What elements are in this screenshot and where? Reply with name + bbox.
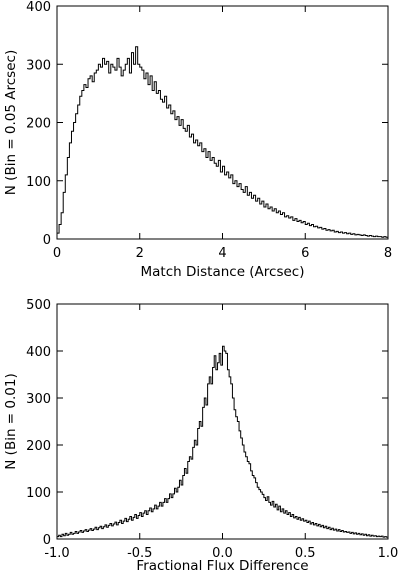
match-distance-panel: 0 2 4 6 8 0 100 200 300 400 Match Distance (Arcse… [3, 0, 392, 280]
y-tick-label: 100 [26, 175, 51, 190]
x-tick-label: 2 [136, 246, 144, 261]
flux-difference-panel: -1.0 -0.5 0.0 0.5 1.0 0 100 200 300 400 500 Fracti… [3, 298, 398, 574]
x-tick-label: -1.0 [44, 546, 69, 561]
x-axis-title: Match Distance (Arcsec) [140, 264, 304, 280]
y-tick-label: 200 [26, 439, 51, 454]
y-tick-label: 0 [43, 233, 51, 248]
x-tick-label: -0.5 [127, 546, 152, 561]
y-tick-label: 400 [26, 345, 51, 360]
plot-frame [56, 303, 389, 540]
y-tick-label: 500 [26, 298, 51, 313]
x-tick-label: 6 [301, 246, 309, 261]
x-tick-label: 4 [218, 246, 226, 261]
x-tick-label: 0.5 [295, 546, 316, 561]
axis-ticks: -1.0 -0.5 0.0 0.5 1.0 0 100 200 300 400 500 [26, 298, 398, 561]
y-tick-label: 300 [26, 392, 51, 407]
y-tick-label: 100 [26, 486, 51, 501]
histogram-line [57, 345, 388, 538]
x-axis-title: Fractional Flux Difference [136, 558, 308, 574]
y-tick-label: 0 [43, 533, 51, 548]
y-tick-label: 300 [26, 58, 51, 73]
plot-frame [56, 5, 389, 240]
axis-ticks: 0 2 4 6 8 0 100 200 300 400 [26, 0, 392, 261]
x-tick-label: 8 [384, 246, 392, 261]
y-axis-title: N (Bin = 0.05 Arcsec) [3, 50, 19, 195]
x-tick-label: 0 [53, 246, 61, 261]
histogram-line [57, 46, 388, 238]
y-axis-title: N (Bin = 0.01) [3, 373, 19, 469]
y-tick-label: 200 [26, 117, 51, 132]
x-tick-label: 0.0 [212, 546, 233, 561]
y-tick-label: 400 [26, 0, 51, 15]
x-tick-label: 1.0 [378, 546, 399, 561]
